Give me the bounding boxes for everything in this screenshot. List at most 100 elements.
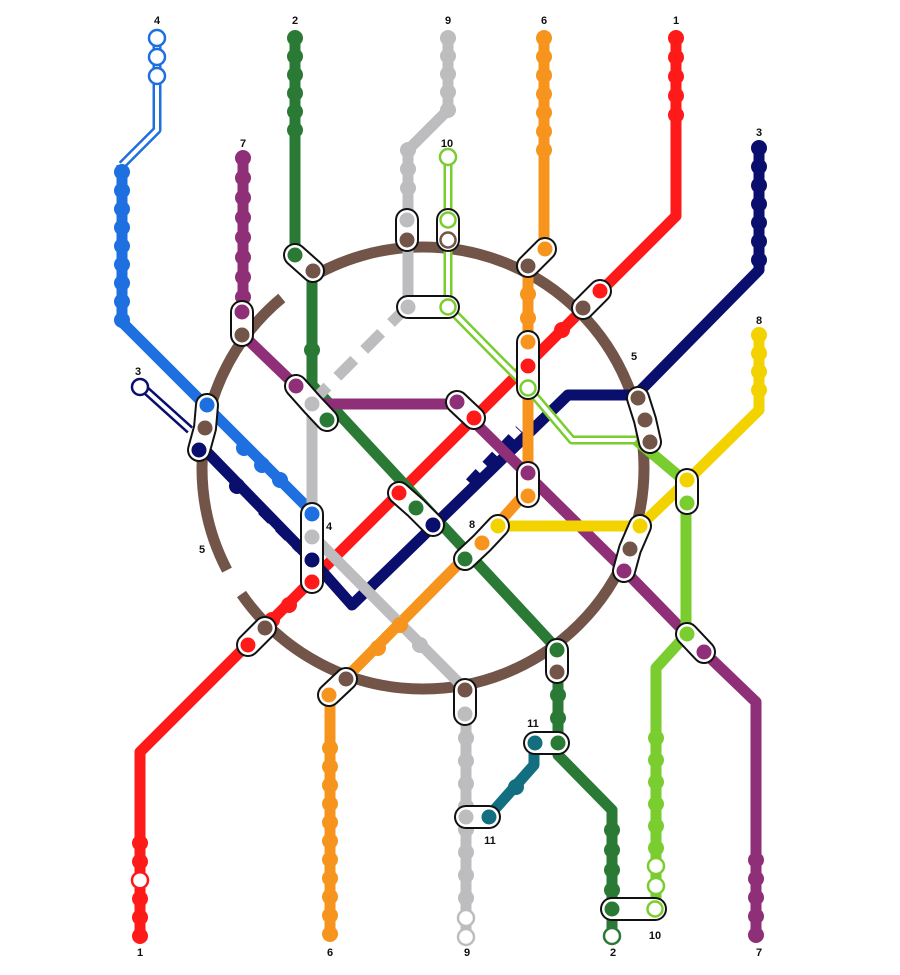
line-6-station [322, 888, 338, 905]
line-3-dashed-segment-west [258, 506, 304, 552]
line-10-station [648, 818, 664, 834]
line-10-station [438, 147, 458, 167]
line-5-transfer-station [642, 434, 658, 450]
line-4-station [147, 47, 167, 67]
line-2-transfer-station [457, 551, 473, 567]
line-9-station [458, 867, 474, 884]
line-5-transfer-station [257, 620, 273, 636]
line-8-label-center: 8 [469, 519, 475, 531]
xfer-line1-line5-southwest [236, 616, 277, 657]
line-2-station [604, 842, 620, 858]
line-2-transfer-station [549, 642, 565, 658]
line-9-transfer-station [399, 212, 415, 228]
line-10-station [648, 752, 664, 768]
line-1-station [130, 870, 150, 890]
line-2-station [550, 687, 566, 703]
xfer-line7-line6 [516, 461, 540, 508]
line-3-station [751, 252, 767, 268]
xfer-line4-line9-line3-line1 [300, 502, 324, 594]
line-3-dashed-segment [465, 426, 525, 487]
line-10-station [646, 856, 666, 876]
line-10-transfer-station [439, 211, 457, 229]
line-9-station [456, 908, 476, 928]
line-1-station [281, 597, 297, 613]
line-6-station [322, 833, 338, 849]
line-9-transfer-station [457, 706, 473, 722]
line-11-label-top: 11 [527, 718, 539, 730]
xfer-line7-line1 [445, 390, 486, 430]
line-5-transfer-station [197, 420, 213, 436]
line-5-transfer-station [439, 231, 457, 249]
line-7-transfer-station [449, 394, 465, 410]
line-7-station [748, 870, 764, 887]
line-10-transfer-station [439, 298, 457, 316]
line-1-station [668, 107, 684, 123]
line-4-station [114, 256, 130, 273]
line-1-station [132, 909, 148, 926]
line-9-transfer-station [458, 809, 474, 825]
line-1-transfer-station [466, 410, 482, 426]
line-9-dashed-north [308, 302, 412, 406]
line-11-label-bottom: 11 [484, 835, 496, 847]
line-3-route [201, 446, 316, 564]
line-9-label-top: 9 [445, 15, 451, 27]
line-6-station [322, 851, 338, 868]
line-8-transfer-station [679, 472, 695, 488]
line-7-transfer-station [520, 465, 536, 481]
xfer-line8-line5-line7 [612, 514, 652, 583]
line-2-station [550, 710, 566, 726]
line-11-station [508, 779, 524, 795]
line-4-station [114, 275, 130, 291]
xfer-line1-line5-northeast [571, 279, 612, 320]
line-3-station [751, 177, 767, 194]
line-2-station [287, 122, 303, 138]
xfer-line2-line10-south [600, 897, 667, 921]
line-3-branch-open-inner [138, 383, 192, 432]
line-6-station [322, 907, 338, 924]
line-6-transfer-station [520, 488, 536, 504]
line-8-station [751, 345, 767, 362]
line-5-label-west: 5 [199, 544, 205, 556]
line-1-station [132, 928, 148, 944]
line-1-transfer-station [520, 358, 536, 374]
interchanges [187, 208, 716, 921]
line-3-station [130, 377, 150, 397]
line-1-transfer-station [391, 485, 407, 501]
line-1-station [132, 853, 148, 870]
line-8-transfer-station [490, 518, 506, 534]
line-7-station [235, 150, 251, 166]
line-2-station [604, 862, 620, 878]
line-6-station [322, 777, 338, 794]
line-9-station [440, 102, 456, 118]
line-4-station [114, 182, 130, 199]
line-9-station [456, 927, 476, 947]
line-6-transfer-station [520, 334, 536, 350]
line-8-station [751, 382, 767, 398]
line-9-station [440, 66, 456, 82]
line-1-station [132, 835, 148, 851]
line-1-label-bottom: 1 [137, 947, 143, 959]
line-4-station [147, 28, 167, 48]
line-9-station [458, 775, 474, 792]
xfer-line4-line5-line3-west [187, 393, 219, 462]
line-2-transfer-station [319, 412, 335, 428]
line-4-station [254, 457, 270, 473]
xfer-line5-east [626, 386, 662, 454]
line-2-station [604, 882, 620, 898]
xfer-line10-line7 [675, 622, 716, 664]
line-9-station [458, 730, 474, 746]
line-5-transfer-station [630, 390, 646, 406]
line-7-station [748, 908, 764, 925]
line-6-station [520, 286, 536, 302]
line-9-label-bottom: 9 [464, 947, 470, 959]
xfer-line6-line5-south [317, 667, 358, 707]
line-7-station [748, 927, 764, 943]
line-6-station [322, 870, 338, 887]
line-6-station [322, 740, 338, 756]
line-2-label-bottom: 2 [610, 947, 616, 959]
line-5-transfer-station [575, 300, 591, 316]
line-9-station [440, 30, 456, 46]
line-4-station [236, 440, 252, 456]
line-6-station [322, 758, 338, 775]
line-4-station [114, 312, 130, 328]
